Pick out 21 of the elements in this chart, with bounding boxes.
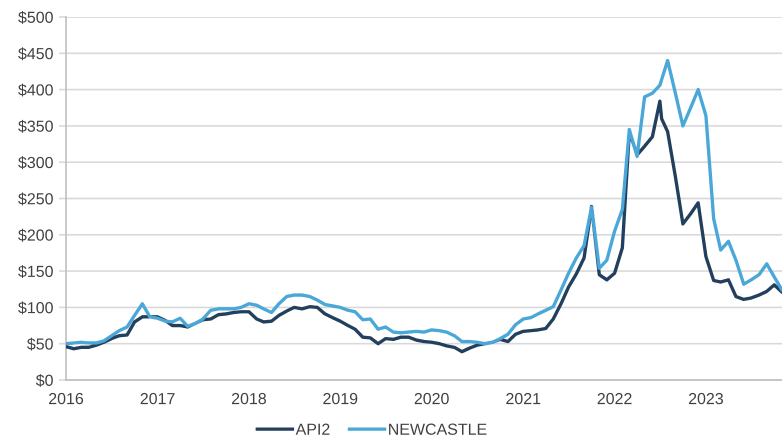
x-tick-label: 2016 [49, 392, 84, 404]
y-tick-label: $350 [18, 120, 53, 133]
y-tick-label: $150 [18, 265, 53, 278]
legend-label: NEWCASTLE [389, 424, 486, 435]
x-tick-label: 2017 [140, 392, 175, 404]
y-tick-label: $500 [18, 10, 53, 24]
y-tick-label: $100 [18, 301, 53, 314]
y-tick-label: $250 [18, 192, 53, 206]
y-tick-label: $300 [18, 156, 53, 170]
y-tick-label: $400 [18, 84, 53, 96]
x-tick-label: 2020 [414, 392, 449, 404]
x-tick-label: 2023 [688, 392, 723, 404]
y-tick-label: $0 [36, 374, 53, 387]
y-tick-label: $200 [18, 228, 53, 242]
x-tick-label: 2022 [598, 392, 632, 404]
x-tick-label: 2019 [323, 392, 358, 404]
x-tick-label: 2018 [232, 392, 266, 404]
legend-label: API2 [296, 424, 330, 435]
y-tick-label: $450 [18, 47, 53, 60]
x-tick-label: 2021 [506, 392, 540, 404]
y-tick-label: $50 [27, 338, 53, 351]
